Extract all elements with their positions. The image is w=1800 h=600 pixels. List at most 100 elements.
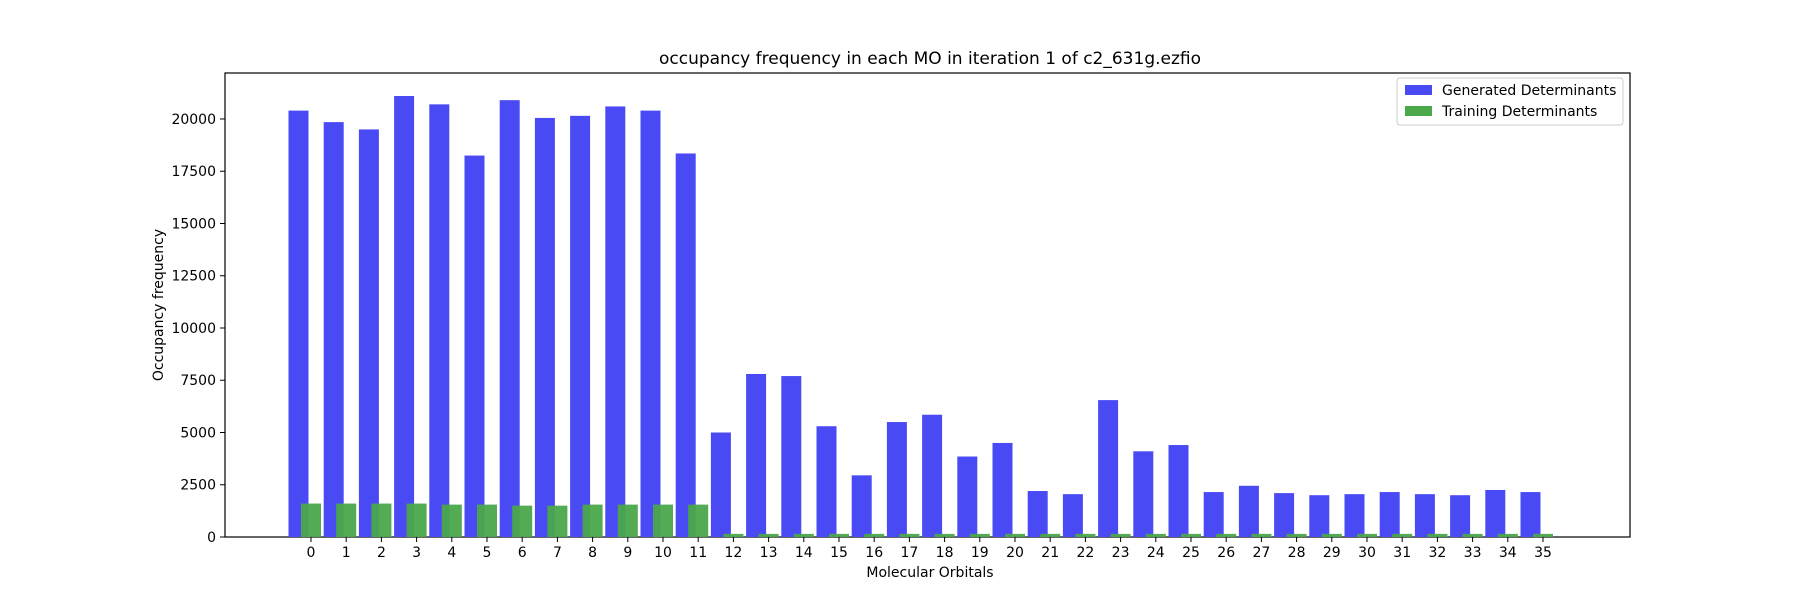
x-tick-label: 5 <box>483 545 492 561</box>
legend-label-generated: Generated Determinants <box>1442 83 1616 99</box>
x-tick-label: 22 <box>1076 545 1094 561</box>
bar-generated-1 <box>323 122 344 537</box>
x-tick-label: 1 <box>342 545 351 561</box>
bar-training-29 <box>1321 533 1342 537</box>
bar-training-28 <box>1286 533 1307 537</box>
x-tick-label: 31 <box>1393 545 1411 561</box>
x-tick-label: 29 <box>1323 545 1341 561</box>
bar-generated-28 <box>1274 493 1295 537</box>
x-tick-label: 23 <box>1112 545 1130 561</box>
y-axis: 0 2500 5000 7500 10000 12500 15000 17500 20000 <box>171 112 225 546</box>
bar-generated-21 <box>1027 491 1048 537</box>
x-tick-label: 26 <box>1217 545 1235 561</box>
x-tick-label: 0 <box>307 545 316 561</box>
x-axis-label: Molecular Orbitals <box>866 565 993 581</box>
bar-training-9 <box>617 504 638 537</box>
y-tick-label: 5000 <box>180 425 216 441</box>
bar-training-25 <box>1181 533 1201 537</box>
x-tick-label: 21 <box>1041 545 1059 561</box>
legend: Generated Determinants Training Determin… <box>1396 77 1624 126</box>
bar-generated-22 <box>1062 494 1083 537</box>
bar-generated-24 <box>1133 451 1154 537</box>
bar-generated-19 <box>957 456 978 537</box>
x-tick-label: 24 <box>1147 545 1165 561</box>
x-tick-label: 34 <box>1499 545 1517 561</box>
x-tick-label: 15 <box>830 545 848 561</box>
x-tick-label: 30 <box>1358 545 1376 561</box>
y-tick-label: 15000 <box>171 216 216 232</box>
bar-generated-7 <box>534 117 555 537</box>
bar-training-12 <box>723 533 744 537</box>
bar-generated-13 <box>746 373 767 537</box>
bar-training-8 <box>582 504 603 537</box>
x-tick-label: 32 <box>1428 545 1446 561</box>
bar-training-5 <box>477 504 497 537</box>
bar-generated-35 <box>1520 492 1541 537</box>
bar-generated-10 <box>640 110 661 538</box>
bar-generated-34 <box>1485 489 1506 537</box>
y-tick-label: 7500 <box>180 373 216 389</box>
bar-generated-29 <box>1309 495 1330 537</box>
bar-generated-23 <box>1098 400 1119 537</box>
x-tick-label: 2 <box>377 545 386 561</box>
bar-generated-3 <box>394 95 415 537</box>
bar-generated-32 <box>1414 494 1435 537</box>
bar-training-6 <box>512 505 533 537</box>
y-tick-label: 20000 <box>171 112 216 128</box>
legend-box <box>1396 77 1624 126</box>
bar-training-21 <box>1040 533 1061 537</box>
x-tick-label: 33 <box>1464 545 1482 561</box>
bar-training-0 <box>301 503 321 537</box>
bar-generated-12 <box>710 432 731 537</box>
x-tick-label: 28 <box>1288 545 1306 561</box>
x-tick-label: 19 <box>971 545 989 561</box>
bar-training-22 <box>1075 533 1096 537</box>
x-tick-label: 6 <box>518 545 527 561</box>
bar-training-34 <box>1497 533 1518 537</box>
y-tick-label: 12500 <box>171 269 216 285</box>
bar-generated-16 <box>851 475 872 537</box>
x-tick-label: 4 <box>447 545 456 561</box>
x-tick-label: 8 <box>588 545 597 561</box>
bar-training-32 <box>1427 533 1448 537</box>
bar-training-14 <box>793 533 814 537</box>
x-tick-label: 16 <box>865 545 883 561</box>
bar-generated-27 <box>1238 485 1259 537</box>
x-tick-label: 10 <box>654 545 672 561</box>
bar-generated-15 <box>816 426 837 537</box>
bar-generated-26 <box>1203 492 1224 537</box>
bar-generated-30 <box>1344 494 1365 537</box>
x-tick-label: 9 <box>623 545 632 561</box>
bar-generated-20 <box>992 442 1013 537</box>
y-tick-label: 17500 <box>171 164 216 180</box>
x-tick-label: 18 <box>936 545 954 561</box>
x-tick-label: 14 <box>795 545 813 561</box>
bar-training-30 <box>1357 533 1377 537</box>
bar-training-10 <box>653 504 673 537</box>
bar-generated-18 <box>922 414 943 537</box>
bar-training-20 <box>1005 533 1025 537</box>
bar-generated-25 <box>1168 445 1189 537</box>
bar-generated-0 <box>288 110 309 538</box>
chart-title: occupancy frequency in each MO in iterat… <box>659 49 1201 69</box>
bar-generated-31 <box>1379 492 1400 537</box>
x-tick-label: 7 <box>553 545 562 561</box>
bar-generated-14 <box>781 376 802 537</box>
bar-training-1 <box>336 503 357 537</box>
bar-training-23 <box>1110 533 1131 537</box>
x-tick-label: 27 <box>1252 545 1270 561</box>
bar-training-27 <box>1251 533 1272 537</box>
bar-training-7 <box>547 505 568 537</box>
bar-generated-8 <box>570 115 591 537</box>
x-tick-label: 35 <box>1534 545 1552 561</box>
x-tick-label: 20 <box>1006 545 1024 561</box>
bar-generated-2 <box>358 129 379 537</box>
bar-training-17 <box>899 533 920 537</box>
bar-training-19 <box>969 533 990 537</box>
y-axis-label: Occupancy frequency <box>151 229 167 381</box>
bars-group <box>288 95 1553 538</box>
bar-training-16 <box>864 533 885 537</box>
y-tick-label: 10000 <box>171 321 216 337</box>
bar-training-31 <box>1392 533 1413 537</box>
legend-label-training: Training Determinants <box>1441 104 1597 120</box>
